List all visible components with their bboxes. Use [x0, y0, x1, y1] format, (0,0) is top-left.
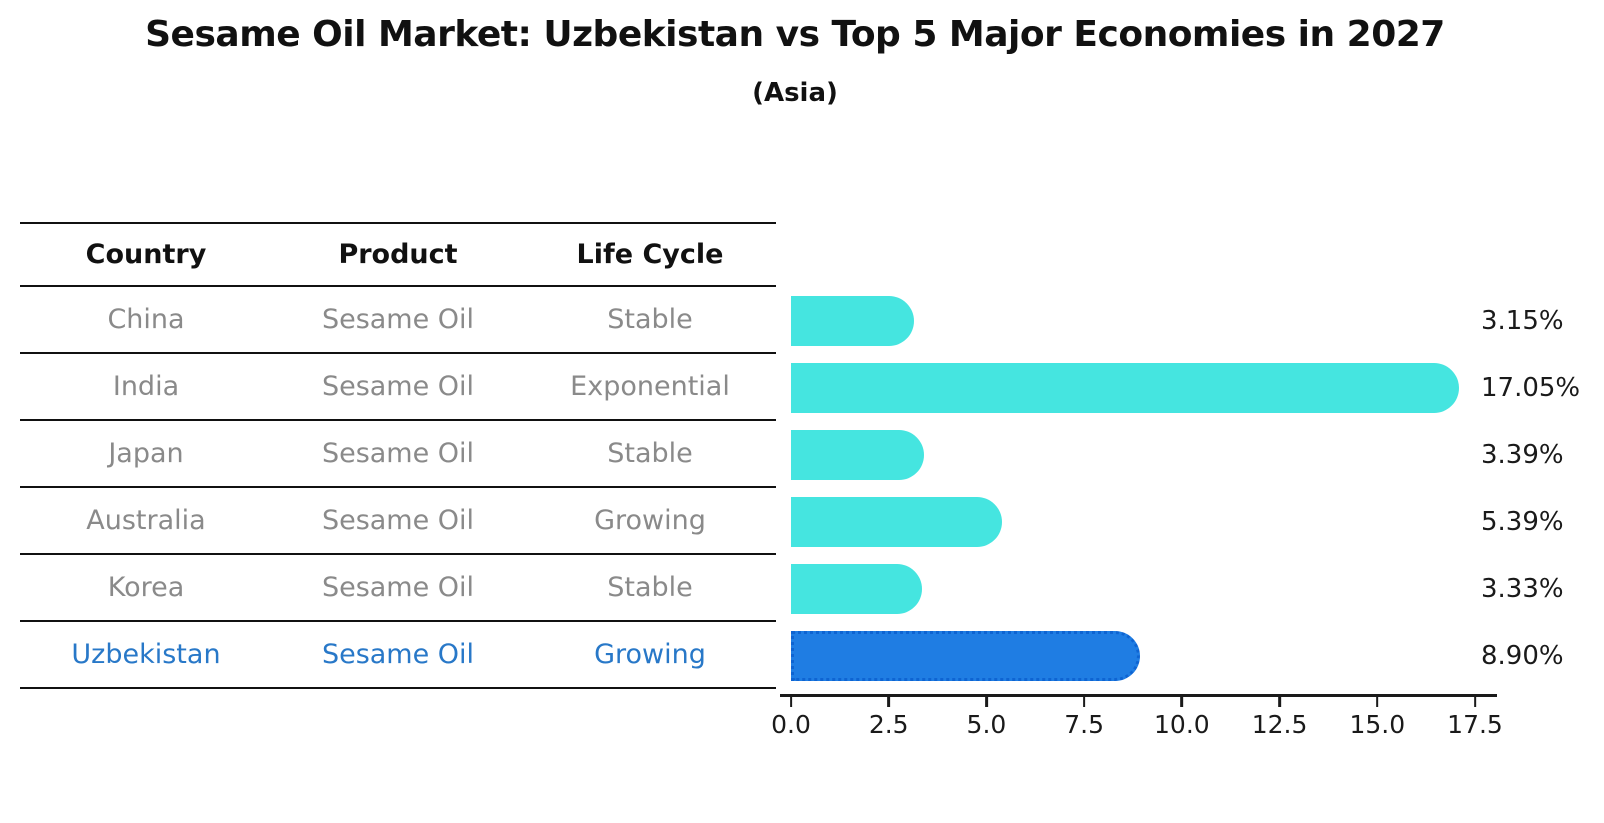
- table-row-australia: Australia Sesame Oil Growing: [20, 488, 776, 555]
- bar-india: [791, 362, 1460, 413]
- tick-mark: [887, 696, 890, 707]
- column-header-country: Country: [85, 239, 207, 270]
- x-tick-label: 15.0: [1349, 710, 1406, 739]
- tick-mark: [1473, 696, 1477, 707]
- bar-row-australia: [791, 488, 1477, 555]
- bar-row-uzbekistan: [791, 622, 1477, 689]
- x-tick-0: 0.0: [771, 696, 811, 739]
- bar-row-india: [791, 354, 1477, 421]
- x-tick-label: 7.5: [1064, 710, 1105, 739]
- column-header-product: Product: [338, 239, 458, 270]
- cell-country: Japan: [108, 438, 184, 469]
- value-label-australia: 5.39%: [1481, 506, 1564, 537]
- chart-subtitle: (Asia): [752, 78, 838, 108]
- value-label-korea: 3.33%: [1481, 573, 1564, 604]
- x-tick-2: 5.0: [966, 696, 1007, 739]
- cell-country: India: [112, 371, 180, 402]
- table-header-row: Country Product Life Cycle: [20, 222, 776, 287]
- value-label-china: 3.15%: [1481, 305, 1564, 336]
- tick-mark: [985, 696, 988, 707]
- bar-uzbekistan: [791, 630, 1140, 681]
- cell-product: Sesame Oil: [321, 371, 475, 402]
- bar-chart: [791, 287, 1477, 689]
- x-tick-5: 12.5: [1251, 696, 1308, 739]
- table-row-korea: Korea Sesame Oil Stable: [20, 555, 776, 622]
- cell-product: Sesame Oil: [321, 505, 475, 536]
- cell-life-cycle: Stable: [607, 304, 693, 335]
- cell-life-cycle: Growing: [594, 639, 706, 670]
- bar-row-china: [791, 287, 1477, 354]
- cell-product: Sesame Oil: [321, 572, 475, 603]
- cell-country: Uzbekistan: [71, 639, 221, 670]
- tick-mark: [1180, 696, 1184, 707]
- tick-mark: [1278, 696, 1281, 707]
- table-row-japan: Japan Sesame Oil Stable: [20, 421, 776, 488]
- cell-country: Australia: [86, 505, 206, 536]
- x-tick-7: 17.5: [1447, 696, 1503, 739]
- value-label-japan: 3.39%: [1481, 439, 1564, 470]
- cell-product: Sesame Oil: [321, 639, 475, 670]
- x-axis-ticks: 0.0 2.5 5.0 7.5 10.0 12.5 15.0 17.5: [771, 696, 1503, 746]
- value-labels: 3.15% 17.05% 3.39% 5.39% 3.33% 8.90%: [1481, 287, 1601, 689]
- cell-product: Sesame Oil: [321, 304, 475, 335]
- tick-mark: [1376, 696, 1379, 707]
- cell-product: Sesame Oil: [321, 438, 475, 469]
- tick-mark: [1082, 696, 1086, 707]
- cell-life-cycle: Exponential: [570, 371, 730, 402]
- x-tick-4: 10.0: [1154, 696, 1210, 739]
- cell-life-cycle: Stable: [607, 438, 693, 469]
- x-tick-label: 0.0: [771, 710, 811, 739]
- bar-japan: [791, 429, 924, 480]
- chart-title: Sesame Oil Market: Uzbekistan vs Top 5 M…: [145, 14, 1445, 55]
- cell-country: Korea: [107, 572, 185, 603]
- bar-korea: [791, 563, 922, 614]
- cell-country: China: [107, 304, 185, 335]
- bar-australia: [791, 496, 1003, 547]
- value-label-india: 17.05%: [1481, 372, 1581, 403]
- bar-row-korea: [791, 555, 1477, 622]
- x-tick-label: 2.5: [868, 710, 909, 739]
- info-table: Country Product Life Cycle China Sesame …: [20, 222, 776, 689]
- x-tick-6: 15.0: [1349, 696, 1405, 739]
- table-row-uzbekistan: Uzbekistan Sesame Oil Growing: [20, 622, 776, 689]
- x-tick-label: 10.0: [1154, 710, 1210, 739]
- value-label-uzbekistan: 8.90%: [1481, 640, 1564, 671]
- table-row-china: China Sesame Oil Stable: [20, 287, 776, 354]
- x-axis-line: [780, 694, 1497, 697]
- cell-life-cycle: Stable: [607, 572, 693, 603]
- bar-china: [791, 295, 915, 346]
- x-tick-1: 2.5: [869, 696, 909, 739]
- table-row-india: India Sesame Oil Exponential: [20, 354, 776, 421]
- x-tick-label: 12.5: [1251, 710, 1308, 739]
- x-tick-label: 17.5: [1447, 710, 1503, 739]
- cell-life-cycle: Growing: [594, 505, 706, 536]
- x-tick-label: 5.0: [966, 710, 1007, 739]
- bar-row-japan: [791, 421, 1477, 488]
- x-tick-3: 7.5: [1064, 696, 1104, 739]
- tick-mark: [789, 696, 793, 707]
- column-header-life-cycle: Life Cycle: [576, 239, 724, 270]
